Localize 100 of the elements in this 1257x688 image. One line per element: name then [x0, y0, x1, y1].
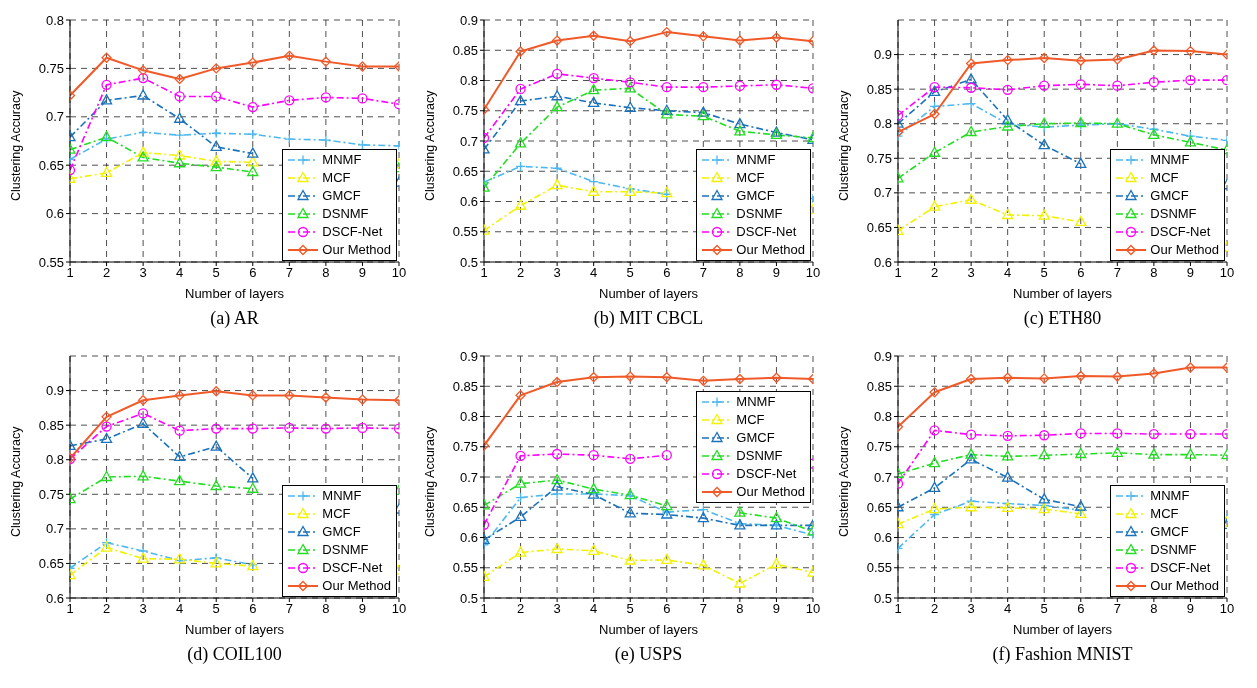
point [965, 193, 977, 204]
text: (b) MIT CBCL [592, 308, 705, 329]
x-tick-label: 6 [249, 601, 257, 617]
point [1038, 449, 1050, 460]
point [101, 411, 112, 422]
legend-label: DSCF-Net [1150, 223, 1211, 241]
y-axis-title: Clustering Accuracy [9, 425, 24, 537]
point [247, 390, 258, 401]
y-tick-label: 0.7 [459, 133, 478, 149]
x-tick-label: 5 [626, 601, 634, 617]
y-tick-label: 0.55 [452, 224, 478, 240]
legend-label: MNMF [1150, 151, 1190, 169]
y-tick-label: 0.65 [866, 499, 892, 515]
point [137, 552, 149, 563]
x-tick-label: 3 [967, 601, 975, 617]
y-tick-label: 0.75 [452, 439, 478, 455]
x-tick-label: 3 [967, 265, 975, 281]
point [551, 100, 563, 112]
point [137, 146, 149, 157]
x-tick-label: 5 [212, 265, 220, 281]
point [1185, 362, 1196, 373]
point [770, 557, 783, 569]
x-axis-title: Number of layers [599, 286, 699, 301]
point [284, 95, 295, 106]
point [1075, 428, 1086, 439]
point [210, 479, 222, 491]
legend-label: Our Method [322, 577, 391, 595]
legend-label: DSCF-Net [322, 223, 383, 241]
point [661, 82, 672, 93]
point [1148, 77, 1160, 88]
x-tick-label: 6 [663, 265, 671, 281]
x-tick-label: 5 [212, 601, 220, 617]
point [210, 440, 222, 451]
point [928, 146, 941, 157]
point [1185, 75, 1196, 86]
point [101, 79, 112, 91]
legend-label: GMCF [1150, 523, 1189, 541]
point [551, 68, 563, 79]
legend-label: MCF [736, 169, 765, 187]
point [965, 73, 977, 84]
point [357, 422, 368, 434]
y-tick-label: 0.7 [45, 109, 64, 125]
x-tick-label: 9 [1186, 601, 1195, 617]
point [551, 473, 563, 485]
y-tick-label: 0.8 [873, 116, 892, 132]
y-tick-label: 0.75 [866, 150, 892, 166]
legend-label: GMCF [1150, 187, 1189, 205]
x-tick-label: 2 [930, 265, 939, 281]
point [137, 408, 149, 419]
point [211, 386, 222, 397]
point [1039, 80, 1050, 91]
x-tick-label: 3 [139, 601, 147, 617]
point [1075, 447, 1087, 459]
legend-label: DSNMF [736, 205, 783, 223]
legend-label: DSNMF [1150, 205, 1197, 223]
point [247, 423, 258, 434]
y-tick-label: 0.65 [452, 499, 478, 515]
point [771, 372, 782, 383]
x-tick-label: 5 [626, 265, 634, 281]
x-tick-label: 5 [1040, 601, 1048, 617]
x-axis-title: Number of layers [1013, 622, 1113, 637]
point [247, 57, 258, 68]
point [1185, 428, 1196, 440]
legend-label: GMCF [736, 187, 775, 205]
y-tick-label: 0.7 [459, 469, 478, 485]
point [965, 453, 977, 464]
point [100, 94, 113, 105]
y-tick-label: 0.85 [38, 417, 64, 433]
y-tick-label: 0.75 [38, 61, 64, 77]
point [210, 160, 222, 172]
point [1112, 54, 1123, 65]
point [965, 429, 977, 440]
legend-label: DSCF-Net [736, 465, 797, 483]
point [1148, 428, 1160, 440]
point [247, 156, 259, 167]
y-tick-label: 0.65 [866, 220, 892, 236]
x-tick-label: 6 [1077, 601, 1085, 617]
point [965, 373, 977, 385]
y-tick-label: 0.9 [459, 12, 478, 28]
point [247, 101, 258, 113]
x-tick-label: 8 [322, 265, 330, 281]
point [1148, 368, 1160, 379]
x-tick-label: 7 [699, 601, 707, 617]
legend-label: DSNMF [736, 447, 783, 465]
point [137, 151, 149, 162]
x-tick-label: 3 [553, 265, 561, 281]
point [588, 450, 599, 461]
y-tick-label: 0.75 [452, 103, 478, 119]
point [211, 552, 222, 564]
x-tick-label: 7 [1113, 601, 1121, 617]
y-tick-label: 0.85 [866, 81, 892, 97]
point [551, 163, 563, 174]
y-axis-title: Clustering Accuracy [423, 89, 438, 201]
y-tick-label: 0.9 [873, 348, 892, 364]
x-tick-label: 4 [176, 601, 184, 617]
x-tick-label: 4 [590, 601, 598, 617]
point [174, 73, 185, 85]
point [514, 199, 527, 210]
point [357, 394, 368, 405]
text: (c) ETH80 [1022, 308, 1103, 329]
